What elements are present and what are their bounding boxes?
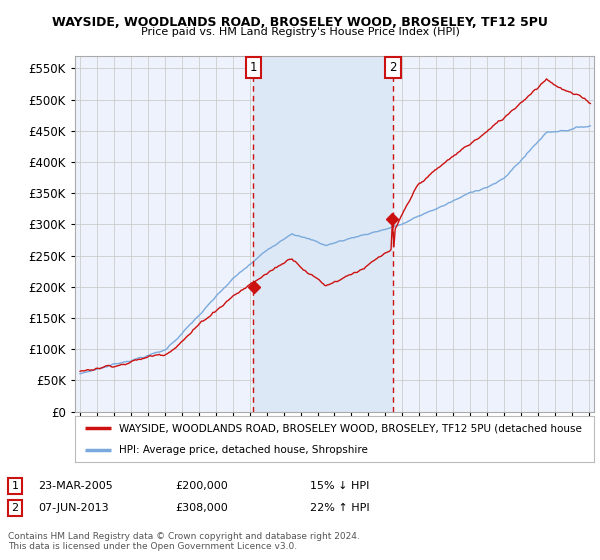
Text: 15% ↓ HPI: 15% ↓ HPI bbox=[310, 481, 370, 491]
Text: HPI: Average price, detached house, Shropshire: HPI: Average price, detached house, Shro… bbox=[119, 445, 368, 455]
Text: £200,000: £200,000 bbox=[175, 481, 228, 491]
Text: 2: 2 bbox=[11, 503, 19, 513]
Text: 2: 2 bbox=[389, 60, 397, 74]
Text: 22% ↑ HPI: 22% ↑ HPI bbox=[310, 503, 370, 513]
Text: 1: 1 bbox=[250, 60, 257, 74]
Text: WAYSIDE, WOODLANDS ROAD, BROSELEY WOOD, BROSELEY, TF12 5PU (detached house: WAYSIDE, WOODLANDS ROAD, BROSELEY WOOD, … bbox=[119, 423, 582, 433]
Text: WAYSIDE, WOODLANDS ROAD, BROSELEY WOOD, BROSELEY, TF12 5PU: WAYSIDE, WOODLANDS ROAD, BROSELEY WOOD, … bbox=[52, 16, 548, 29]
Bar bbox=[253, 56, 393, 412]
Text: £308,000: £308,000 bbox=[175, 503, 228, 513]
Text: Contains HM Land Registry data © Crown copyright and database right 2024.
This d: Contains HM Land Registry data © Crown c… bbox=[8, 532, 360, 552]
Text: 07-JUN-2013: 07-JUN-2013 bbox=[38, 503, 109, 513]
Text: Price paid vs. HM Land Registry's House Price Index (HPI): Price paid vs. HM Land Registry's House … bbox=[140, 27, 460, 37]
Text: 23-MAR-2005: 23-MAR-2005 bbox=[38, 481, 113, 491]
Text: 1: 1 bbox=[11, 481, 19, 491]
